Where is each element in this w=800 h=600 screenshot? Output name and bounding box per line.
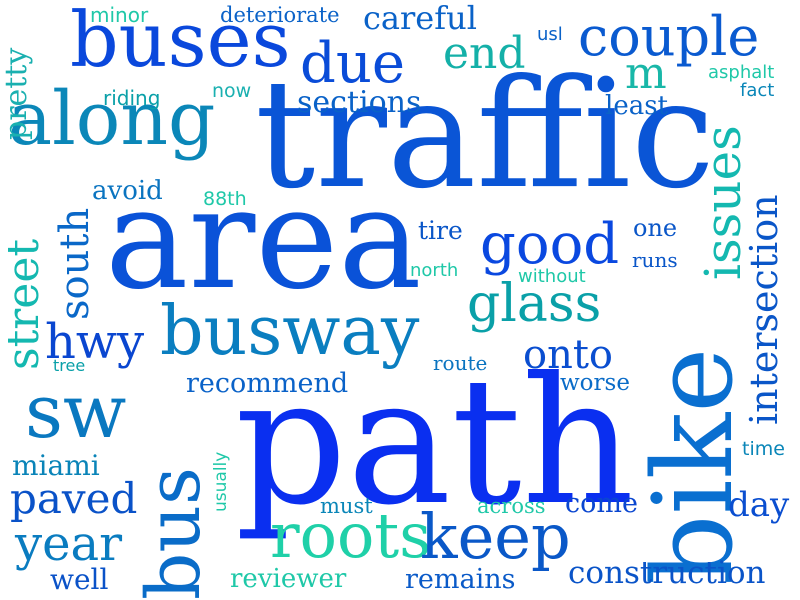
word-north: north [410, 260, 459, 281]
word-buses: buses [70, 0, 291, 84]
word-usually: usually [211, 451, 231, 512]
word-path: path [235, 341, 635, 544]
word-miami: miami [12, 449, 100, 482]
word-bike: bike [629, 347, 757, 585]
word-paved: paved [10, 474, 138, 523]
word-bus: bus [131, 466, 217, 600]
word-sw: sw [25, 369, 127, 455]
word-south: south [52, 207, 98, 320]
word-due: due [300, 31, 406, 96]
word-well: well [50, 563, 109, 596]
word-careful: careful [363, 0, 477, 37]
word-intersection: intersection [742, 194, 786, 425]
word-recommend: recommend [186, 368, 349, 399]
word-route: route [433, 351, 488, 375]
word-reviewer: reviewer [230, 564, 347, 594]
word-keep: keep [420, 500, 571, 573]
word-worse: worse [560, 370, 630, 396]
word-runs: runs [632, 248, 678, 272]
word-tree: tree [53, 356, 86, 375]
word-busway: busway [160, 292, 420, 371]
word-asphalt: asphalt [708, 62, 775, 83]
word-good: good [480, 212, 620, 277]
word-must: must [320, 494, 373, 518]
word-avoid: avoid [92, 176, 163, 206]
word-hwy: hwy [45, 314, 145, 370]
word-end: end [443, 28, 526, 79]
word-time: time [742, 438, 785, 460]
word-deteriorate: deteriorate [220, 3, 340, 27]
word-pretty: pretty [0, 47, 34, 140]
word-construction: construction [568, 555, 766, 591]
word-area: area [105, 158, 422, 321]
word-without: without [518, 266, 586, 287]
word-one: one [633, 214, 678, 242]
word-minor: minor [90, 3, 149, 27]
word-usl: usl [537, 24, 563, 45]
word-along: along [8, 76, 216, 162]
word-glass: glass [467, 274, 602, 334]
word-sections: sections [297, 85, 422, 120]
word-issues: issues [694, 125, 752, 280]
word-roots: roots [270, 499, 432, 572]
word-traffic: traffic [255, 48, 715, 222]
word-riding: riding [103, 86, 161, 110]
word-street: street [0, 238, 49, 370]
word-m: m [625, 48, 667, 99]
word-least: least [605, 91, 668, 121]
word-couple: couple [578, 5, 760, 68]
word-come: come [565, 488, 638, 519]
word-year: year [15, 516, 123, 572]
word-tire: tire [418, 216, 463, 245]
word-onto: onto [523, 332, 613, 378]
word-remains: remains [405, 564, 516, 595]
word-day: day [728, 485, 790, 525]
word-fact: fact [740, 80, 775, 101]
word-now: now [212, 80, 252, 102]
word-across: across [477, 494, 546, 518]
word-88th: 88th [203, 188, 247, 210]
